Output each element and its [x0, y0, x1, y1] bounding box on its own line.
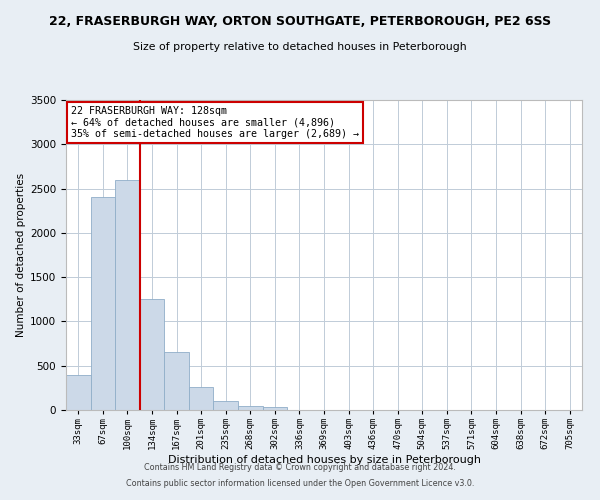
Bar — [263, 408, 287, 410]
Bar — [214, 401, 238, 410]
Bar — [140, 300, 164, 410]
Bar — [115, 180, 140, 410]
Bar — [91, 198, 115, 410]
Text: Contains public sector information licensed under the Open Government Licence v3: Contains public sector information licen… — [126, 478, 474, 488]
Text: 22, FRASERBURGH WAY, ORTON SOUTHGATE, PETERBOROUGH, PE2 6SS: 22, FRASERBURGH WAY, ORTON SOUTHGATE, PE… — [49, 15, 551, 28]
Bar — [189, 387, 214, 410]
Bar — [164, 352, 189, 410]
Text: Size of property relative to detached houses in Peterborough: Size of property relative to detached ho… — [133, 42, 467, 52]
Y-axis label: Number of detached properties: Number of detached properties — [16, 173, 26, 337]
Text: 22 FRASERBURGH WAY: 128sqm
← 64% of detached houses are smaller (4,896)
35% of s: 22 FRASERBURGH WAY: 128sqm ← 64% of deta… — [71, 106, 359, 140]
X-axis label: Distribution of detached houses by size in Peterborough: Distribution of detached houses by size … — [167, 455, 481, 465]
Bar — [238, 406, 263, 410]
Bar — [66, 374, 91, 410]
Text: Contains HM Land Registry data © Crown copyright and database right 2024.: Contains HM Land Registry data © Crown c… — [144, 464, 456, 472]
